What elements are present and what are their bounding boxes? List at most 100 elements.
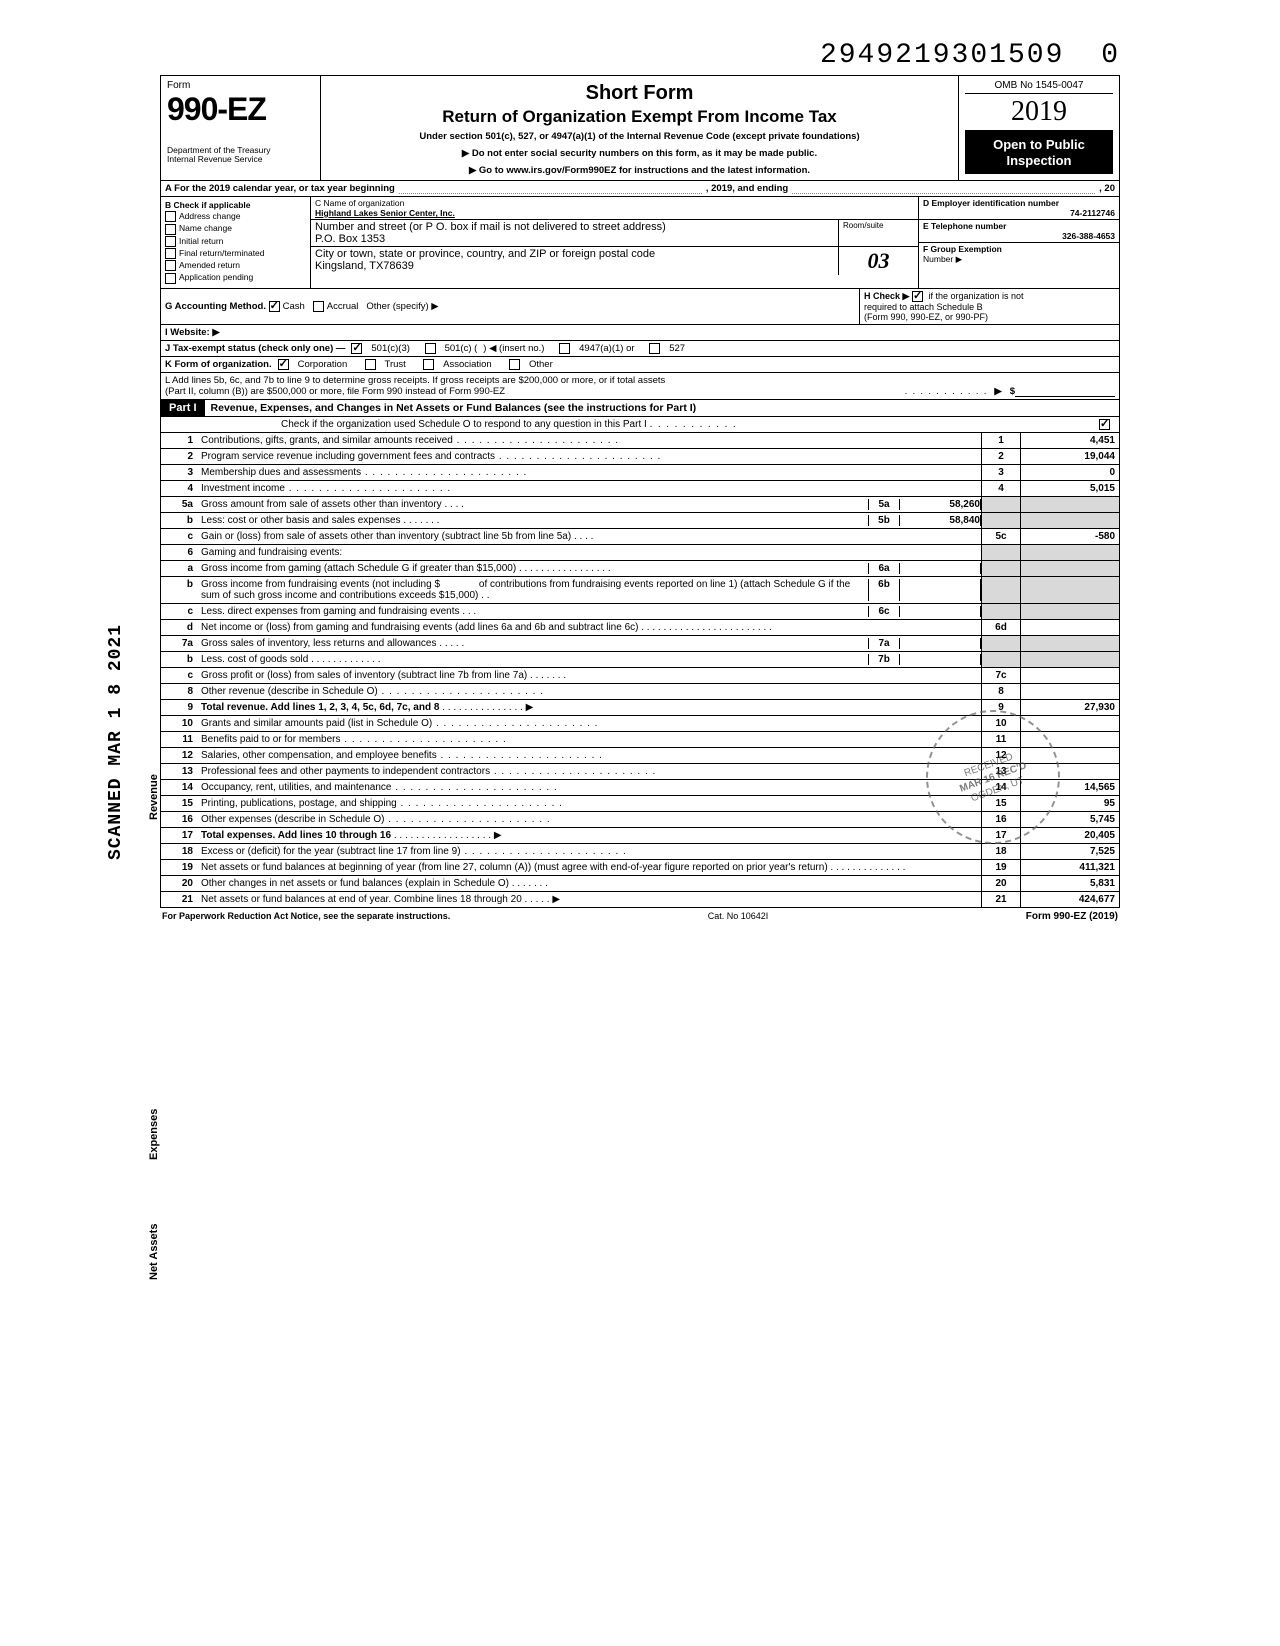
b-opt-2: Initial return — [179, 236, 223, 246]
mv: 58,260 — [900, 499, 981, 510]
checkbox-501c3-icon[interactable] — [351, 343, 362, 354]
line-6d: dNet income or (loss) from gaming and fu… — [161, 619, 1120, 635]
f-label: F Group Exemption — [923, 244, 1002, 254]
ld: Membership dues and assessments — [197, 464, 982, 480]
part-1-header: Part I Revenue, Expenses, and Changes in… — [160, 400, 1120, 417]
ln: 8 — [161, 683, 198, 699]
omb-number: OMB No 1545-0047 — [965, 80, 1113, 94]
ld: Gross amount from sale of assets other t… — [197, 496, 982, 512]
checkbox-4947-icon[interactable] — [559, 343, 570, 354]
mv — [900, 638, 981, 649]
checkbox-other-icon[interactable] — [509, 359, 520, 370]
room-suite-cell: Room/suite — [838, 220, 918, 247]
open-public-badge: Open to Public Inspection — [965, 131, 1113, 174]
checkbox-icon[interactable] — [165, 224, 176, 235]
la — [1021, 747, 1120, 763]
ln: 15 — [161, 795, 198, 811]
checkbox-assoc-icon[interactable] — [423, 359, 434, 370]
lb-shade — [982, 603, 1021, 619]
row-k-org-form: K Form of organization. Corporation Trus… — [160, 357, 1120, 373]
checkbox-icon[interactable] — [165, 248, 176, 259]
b-opt-5: Application pending — [179, 272, 253, 282]
short-form-title: Short Form — [327, 82, 952, 105]
lb: 16 — [982, 811, 1021, 827]
k-label: K Form of organization. — [165, 359, 272, 370]
line-1: 1Contributions, gifts, grants, and simil… — [161, 433, 1120, 449]
form-header: Form 990-EZ Department of the Treasury I… — [160, 75, 1120, 181]
b-amended[interactable]: Amended return — [165, 260, 306, 271]
line-21: 21Net assets or fund balances at end of … — [161, 891, 1120, 907]
lb: 11 — [982, 731, 1021, 747]
j-c: ) ◀ (insert no.) — [483, 343, 544, 354]
la-shade — [1021, 603, 1120, 619]
l-arrow: ▶ — [994, 386, 1001, 397]
la — [1021, 619, 1120, 635]
b-addr-change[interactable]: Address change — [165, 211, 306, 222]
checkbox-sched-o-icon[interactable] — [1099, 419, 1110, 430]
ln: a — [161, 560, 198, 576]
top-document-number: 2949219301509 0 — [160, 40, 1120, 71]
la — [1021, 715, 1120, 731]
open-public-1: Open to Public — [967, 137, 1111, 153]
j-label: J Tax-exempt status (check only one) — — [165, 343, 345, 354]
lb: 9 — [982, 699, 1021, 715]
la-shade — [1021, 496, 1120, 512]
b-pending[interactable]: Application pending — [165, 272, 306, 283]
side-revenue-label: Revenue — [148, 774, 160, 820]
mb: 5b — [868, 515, 900, 526]
checkbox-icon[interactable] — [165, 273, 176, 284]
c-street-row: Number and street (or P O. box if mail i… — [311, 220, 918, 247]
row-a-tax-year: A For the 2019 calendar year, or tax yea… — [160, 181, 1120, 197]
ln: 1 — [161, 433, 198, 449]
checkbox-trust-icon[interactable] — [365, 359, 376, 370]
checkbox-527-icon[interactable] — [649, 343, 660, 354]
row-i-website: I Website: ▶ — [160, 325, 1120, 341]
ln: 10 — [161, 715, 198, 731]
sched-text: Check if the organization used Schedule … — [281, 419, 647, 430]
ein-value: 74-2112746 — [923, 208, 1115, 218]
h2: required to attach Schedule B — [864, 302, 983, 312]
lb: 1 — [982, 433, 1021, 449]
col-d-ein: D Employer identification number 74-2112… — [919, 197, 1119, 288]
row-a-begin-blank[interactable] — [399, 183, 702, 194]
checkbox-501c-icon[interactable] — [425, 343, 436, 354]
b-name-change[interactable]: Name change — [165, 223, 306, 234]
ln: 3 — [161, 464, 198, 480]
checkbox-cash-icon[interactable] — [269, 301, 280, 312]
la — [1021, 763, 1120, 779]
checkbox-h-icon[interactable] — [912, 291, 923, 302]
line-17: 17Total expenses. Add lines 10 through 1… — [161, 827, 1120, 843]
checkbox-icon[interactable] — [165, 211, 176, 222]
ln: 16 — [161, 811, 198, 827]
c-city-row: City or town, state or province, country… — [311, 247, 918, 275]
la: 4,451 — [1021, 433, 1120, 449]
checkbox-icon[interactable] — [165, 260, 176, 271]
la-shade — [1021, 576, 1120, 603]
mv — [900, 563, 981, 574]
ld: Less. direct expenses from gaming and fu… — [197, 603, 982, 619]
room-handwritten: 03 — [838, 247, 918, 275]
department-label: Department of the Treasury Internal Reve… — [167, 146, 314, 165]
ln: 5a — [161, 496, 198, 512]
sched-dots: . . . . . . . . . . . — [650, 419, 736, 430]
mb: 7a — [868, 638, 900, 649]
b-final[interactable]: Final return/terminated — [165, 248, 306, 259]
ld: Other revenue (describe in Schedule O) — [197, 683, 982, 699]
i-label: I Website: ▶ — [165, 327, 220, 338]
lb: 6d — [982, 619, 1021, 635]
form-number: 990-EZ — [167, 91, 314, 128]
footer-right: Form 990-EZ (2019) — [1026, 911, 1118, 922]
checkbox-icon[interactable] — [165, 236, 176, 247]
ln: b — [161, 512, 198, 528]
checkbox-accrual-icon[interactable] — [313, 301, 324, 312]
line-5a: 5aGross amount from sale of assets other… — [161, 496, 1120, 512]
l-amount-blank[interactable] — [1015, 386, 1115, 397]
line-6a: aGross income from gaming (attach Schedu… — [161, 560, 1120, 576]
ld: Benefits paid to or for members — [197, 731, 982, 747]
b-initial[interactable]: Initial return — [165, 236, 306, 247]
lb-shade — [982, 635, 1021, 651]
la-shade — [1021, 651, 1120, 667]
row-a-end-blank[interactable] — [792, 183, 1095, 194]
g-label: G Accounting Method. — [165, 301, 266, 312]
checkbox-corp-icon[interactable] — [278, 359, 289, 370]
